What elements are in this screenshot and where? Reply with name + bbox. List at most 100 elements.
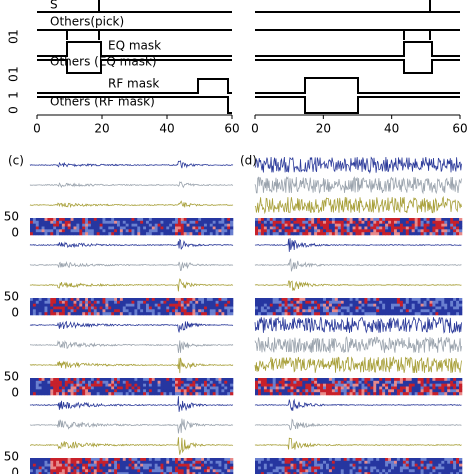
- spectrogram-cell: [224, 386, 228, 390]
- spectrogram-cell: [186, 300, 190, 304]
- spectrogram-cell: [189, 472, 193, 474]
- spectrogram-cell: [76, 218, 80, 222]
- spectrogram-cell: [221, 309, 225, 313]
- spectrogram-cell: [373, 229, 377, 233]
- spectrogram-cell: [340, 472, 345, 474]
- spectrogram-cell: [175, 378, 179, 382]
- spectrogram-cell: [64, 466, 68, 470]
- spectrogram-cell: [391, 392, 395, 396]
- spectrogram-cell: [134, 380, 138, 384]
- spectrogram-cell: [459, 223, 463, 227]
- spectrogram-cell: [328, 306, 333, 310]
- spectrogram-cell: [35, 229, 39, 233]
- spectrogram-cell: [432, 389, 436, 393]
- spectrogram-cell: [47, 226, 51, 230]
- spectrogram-cell: [414, 463, 418, 467]
- spectrogram-cell: [88, 218, 92, 222]
- spectrogram-cell: [266, 232, 271, 236]
- spectrogram-cell: [151, 220, 155, 224]
- spectrogram-cell: [177, 220, 182, 224]
- spectrogram-cell: [117, 232, 121, 236]
- spectrogram-cell: [355, 312, 359, 316]
- spectrogram-cell: [79, 463, 83, 467]
- spectrogram-cell: [255, 386, 259, 390]
- spectrogram-cell: [352, 378, 356, 382]
- spectrogram-cell: [308, 298, 312, 302]
- spectrogram-cell: [317, 458, 321, 462]
- spectrogram-cell: [166, 386, 170, 390]
- spectrogram-cell: [358, 226, 362, 230]
- spectrogram-cell: [408, 458, 413, 462]
- spectrogram-cell: [47, 458, 51, 462]
- spectrogram-cell: [447, 378, 451, 382]
- spectrogram-cell: [355, 392, 359, 396]
- spectrogram-cell: [143, 309, 147, 313]
- spectrogram-cell: [275, 383, 279, 387]
- spectrogram-cell: [128, 378, 132, 382]
- spectrogram-cell: [278, 303, 282, 307]
- spectrogram-cell: [38, 298, 42, 302]
- spectrogram-cell: [314, 309, 318, 313]
- spectrogram-cell: [88, 380, 92, 384]
- spectrogram-cell: [361, 309, 365, 313]
- spectrogram-cell: [349, 380, 353, 384]
- spectrogram-cell: [56, 463, 60, 467]
- spectrogram-cell: [169, 232, 173, 236]
- spectrogram-cell: [119, 303, 124, 307]
- spectrogram-cell: [224, 218, 228, 222]
- spectrogram-cell: [154, 220, 158, 224]
- spectrogram-cell: [272, 469, 276, 473]
- spectrogram-cell: [391, 306, 395, 310]
- spectrogram-cell: [352, 472, 356, 474]
- spectrogram-cell: [180, 223, 184, 227]
- spectrogram-cell: [93, 306, 97, 310]
- spectrogram-cell: [160, 303, 164, 307]
- spectrogram-cell: [59, 466, 63, 470]
- spectrogram-cell: [302, 392, 306, 396]
- spectrogram-cell: [99, 458, 103, 462]
- spectrogram-cell: [323, 469, 327, 473]
- spectrogram-cell: [53, 472, 57, 474]
- spectrogram-cell: [67, 220, 71, 224]
- spectrogram-cell: [331, 223, 336, 227]
- spectrogram-cell: [328, 472, 333, 474]
- spectrogram-cell: [166, 298, 170, 302]
- spectrogram-cell: [154, 383, 158, 387]
- spectrogram-cell: [275, 218, 279, 222]
- spectrogram-cell: [349, 229, 353, 233]
- spectrogram-cell: [296, 312, 300, 316]
- spectrogram-cell: [420, 466, 424, 470]
- spectrogram-cell: [456, 392, 460, 396]
- spectrogram-cell: [221, 232, 225, 236]
- spectrogram-cell: [447, 232, 451, 236]
- spectrogram-cell: [308, 458, 312, 462]
- spectrogram-cell: [44, 306, 48, 310]
- waveform: [29, 437, 234, 455]
- spectrogram-cell: [426, 463, 430, 467]
- spectrogram-cell: [209, 306, 213, 310]
- spectrogram-cell: [358, 309, 362, 313]
- spectrogram-cell: [266, 458, 271, 462]
- spectrogram-cell: [50, 298, 54, 302]
- spectrogram-cell: [456, 312, 460, 316]
- spectrogram-cell: [227, 380, 231, 384]
- spectrogram-cell: [177, 386, 182, 390]
- spectrogram-cell: [441, 378, 445, 382]
- spectrogram-cell: [340, 460, 345, 464]
- spectrogram-cell: [394, 303, 398, 307]
- spectrogram-cell: [148, 458, 153, 462]
- spectrogram-cell: [394, 300, 398, 304]
- spectrogram-cell: [417, 312, 421, 316]
- spectrogram-cell: [38, 226, 42, 230]
- spectrogram-cell: [88, 389, 92, 393]
- spectrogram-cell: [367, 223, 371, 227]
- spectrogram-cell: [38, 300, 42, 304]
- spectrogram-cell: [337, 300, 342, 304]
- spectrogram-cell: [218, 466, 222, 470]
- spectrogram-cell: [281, 460, 285, 464]
- spectrogram-cell: [258, 309, 262, 313]
- spectrogram-cell: [385, 460, 389, 464]
- spectrogram-cell: [423, 298, 427, 302]
- spectrogram-cell: [385, 232, 389, 236]
- spectrogram-cell: [140, 223, 144, 227]
